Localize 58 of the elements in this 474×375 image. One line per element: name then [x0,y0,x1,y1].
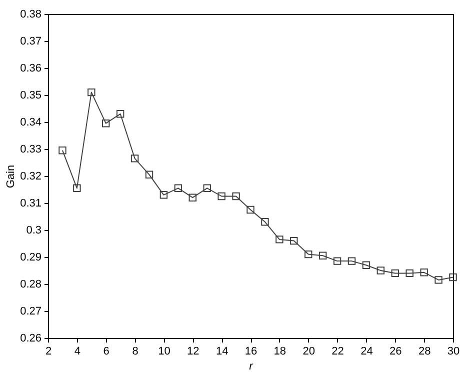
point [420,268,428,276]
x-tick-label: 26 [390,346,402,358]
point [102,119,110,128]
point [232,192,240,200]
y-tick-label: 0.36 [20,62,42,74]
x-tick-label: 20 [302,346,315,358]
point [261,218,269,226]
y-axis-title: Gain [5,164,18,188]
y-tick-label: 0.35 [20,90,42,102]
point [58,146,66,154]
point [130,154,139,162]
point [174,184,182,192]
point [246,206,254,214]
point [304,250,312,258]
point [188,194,196,202]
x-tick-label: 2 [45,346,52,358]
point [434,276,442,284]
point [290,236,298,245]
x-tick-label: 4 [74,346,80,358]
y-tick-label: 0.31 [20,198,42,210]
y-tick-label: 0.37 [20,36,42,48]
x-tick-label: 12 [187,346,200,358]
x-tick-label: 30 [447,346,460,358]
point [88,88,96,96]
x-tick-label: 22 [332,346,344,358]
x-axis-title: r [249,360,254,372]
point [276,236,284,244]
point [218,192,226,200]
y-tick-label: 0.27 [20,306,42,318]
x-tick-label: 10 [158,346,170,358]
x-tick-label: 6 [103,346,110,358]
x-tick-label: 24 [360,346,373,358]
y-tick-label: 0.26 [20,332,42,344]
y-tick-label: 0.29 [20,252,42,264]
point [160,191,168,199]
point [376,266,385,274]
point [116,110,124,118]
x-tick-label: 16 [244,346,258,358]
point [449,273,457,282]
y-tick-label: 0.34 [20,116,42,128]
point [333,257,342,265]
point [318,252,327,260]
y-tick-label: 0.38 [20,8,42,20]
point [362,261,370,269]
point [348,257,356,265]
x-tick-label: 28 [418,346,431,358]
x-tick-label: 14 [216,346,228,358]
point [73,184,81,192]
x-tick-label: 18 [274,346,286,358]
x-tick-label: 8 [132,346,138,358]
point [406,269,414,278]
point [145,170,154,179]
y-tick-label: 0.3 [26,224,42,236]
y-tick-label: 0.28 [20,278,42,290]
point [391,269,399,278]
y-tick-label: 0.33 [20,144,42,156]
y-tick-label: 0.32 [20,170,42,182]
point [203,184,211,192]
